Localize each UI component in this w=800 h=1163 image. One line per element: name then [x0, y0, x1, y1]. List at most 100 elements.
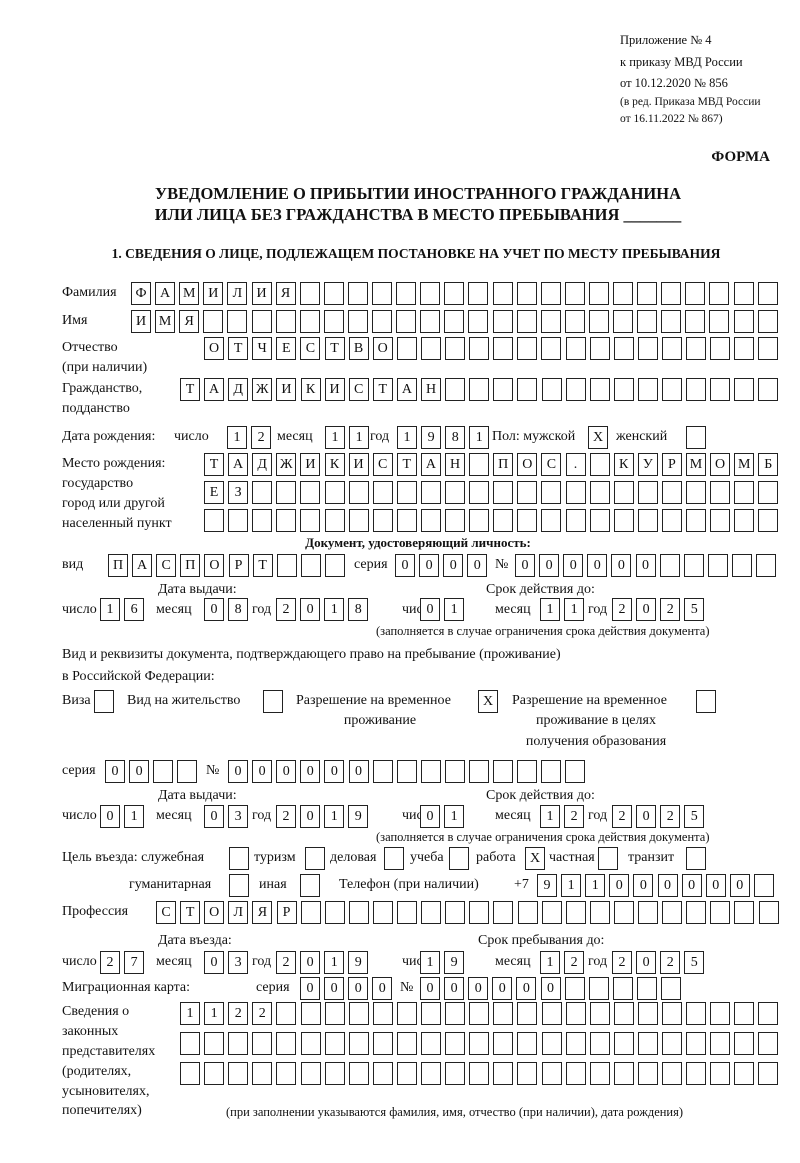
char-cell[interactable]: А	[396, 378, 417, 401]
char-cell[interactable]	[372, 1032, 393, 1055]
char-cell[interactable]	[661, 977, 681, 1000]
char-cell[interactable]	[445, 1062, 466, 1085]
checkbox[interactable]	[686, 426, 706, 449]
char-cell[interactable]	[493, 1002, 514, 1025]
char-cell[interactable]	[348, 1062, 369, 1085]
char-cell[interactable]: 0	[516, 977, 537, 1000]
char-cell[interactable]: 1	[561, 874, 582, 897]
char-cell[interactable]	[372, 310, 392, 333]
char-cell[interactable]	[444, 760, 465, 783]
char-cell[interactable]	[589, 453, 610, 476]
char-cell[interactable]	[686, 481, 706, 504]
checkbox[interactable]	[384, 847, 404, 870]
char-cell[interactable]: 0	[611, 554, 632, 577]
char-cell[interactable]: 1	[540, 951, 560, 974]
char-cell[interactable]	[588, 282, 609, 305]
char-cell[interactable]	[662, 1002, 682, 1025]
char-cell[interactable]	[612, 977, 633, 1000]
char-cell[interactable]	[372, 1002, 393, 1025]
char-cell[interactable]	[445, 481, 465, 504]
char-cell[interactable]: П	[180, 554, 201, 577]
char-cell[interactable]: Р	[228, 554, 249, 577]
char-cell[interactable]	[709, 310, 730, 333]
char-cell[interactable]	[565, 337, 586, 360]
char-cell[interactable]: 0	[681, 874, 702, 897]
char-cell[interactable]: И	[251, 282, 272, 305]
checkbox[interactable]	[94, 690, 114, 713]
char-cell[interactable]: 9	[444, 951, 465, 974]
char-cell[interactable]: Н	[421, 378, 441, 401]
char-cell[interactable]	[469, 1062, 490, 1085]
char-cell[interactable]	[252, 1032, 273, 1055]
char-cell[interactable]: Р	[661, 453, 682, 476]
char-cell[interactable]	[444, 282, 465, 305]
char-cell[interactable]: О	[372, 337, 393, 360]
char-cell[interactable]	[733, 282, 754, 305]
char-cell[interactable]: 2	[276, 598, 296, 621]
char-cell[interactable]: 2	[100, 951, 120, 974]
char-cell[interactable]: И	[300, 453, 321, 476]
char-cell[interactable]: П	[108, 554, 128, 577]
char-cell[interactable]: Ж	[252, 378, 273, 401]
char-cell[interactable]	[276, 481, 297, 504]
char-cell[interactable]: 1	[585, 874, 606, 897]
char-cell[interactable]: 0	[105, 760, 125, 783]
char-cell[interactable]	[203, 310, 224, 333]
char-cell[interactable]: 0	[515, 554, 535, 577]
char-cell[interactable]: 2	[660, 951, 681, 974]
char-cell[interactable]	[493, 509, 514, 532]
char-cell[interactable]	[300, 509, 321, 532]
char-cell[interactable]	[324, 554, 345, 577]
char-cell[interactable]	[734, 1062, 755, 1085]
char-cell[interactable]	[396, 1062, 417, 1085]
char-cell[interactable]	[444, 310, 465, 333]
char-cell[interactable]	[420, 337, 441, 360]
char-cell[interactable]: О	[204, 337, 224, 360]
char-cell[interactable]	[204, 509, 224, 532]
char-cell[interactable]: 1	[227, 426, 247, 449]
char-cell[interactable]: 9	[537, 874, 557, 897]
char-cell[interactable]	[710, 1062, 731, 1085]
char-cell[interactable]: 1	[469, 426, 490, 449]
char-cell[interactable]	[637, 1032, 658, 1055]
char-cell[interactable]	[469, 901, 490, 924]
char-cell[interactable]	[564, 977, 585, 1000]
char-cell[interactable]: 1	[564, 598, 585, 621]
char-cell[interactable]	[734, 481, 755, 504]
char-cell[interactable]	[710, 337, 731, 360]
char-cell[interactable]	[686, 509, 706, 532]
char-cell[interactable]	[517, 1062, 538, 1085]
char-cell[interactable]	[324, 509, 345, 532]
char-cell[interactable]: 0	[204, 805, 224, 828]
char-cell[interactable]: Т	[252, 554, 273, 577]
char-cell[interactable]: И	[324, 378, 345, 401]
char-cell[interactable]	[445, 1002, 466, 1025]
char-cell[interactable]	[323, 310, 344, 333]
char-cell[interactable]	[493, 481, 514, 504]
char-cell[interactable]: Ф	[131, 282, 151, 305]
char-cell[interactable]	[589, 1002, 610, 1025]
char-cell[interactable]: 0	[420, 805, 440, 828]
char-cell[interactable]	[493, 1032, 514, 1055]
char-cell[interactable]: 2	[276, 805, 296, 828]
char-cell[interactable]	[493, 901, 514, 924]
char-cell[interactable]: 0	[420, 598, 440, 621]
char-cell[interactable]	[468, 310, 489, 333]
char-cell[interactable]	[637, 1002, 658, 1025]
char-cell[interactable]	[396, 1002, 417, 1025]
char-cell[interactable]	[348, 1002, 369, 1025]
char-cell[interactable]	[613, 1002, 634, 1025]
char-cell[interactable]: Я	[275, 282, 296, 305]
char-cell[interactable]: Я	[179, 310, 200, 333]
char-cell[interactable]	[613, 509, 634, 532]
char-cell[interactable]: Ч	[252, 337, 273, 360]
char-cell[interactable]: Л	[227, 282, 248, 305]
char-cell[interactable]	[324, 1032, 345, 1055]
char-cell[interactable]	[686, 1032, 707, 1055]
char-cell[interactable]	[469, 509, 490, 532]
char-cell[interactable]	[734, 1032, 755, 1055]
char-cell[interactable]	[758, 481, 779, 504]
char-cell[interactable]: 8	[348, 598, 369, 621]
char-cell[interactable]	[348, 901, 369, 924]
char-cell[interactable]	[177, 760, 198, 783]
